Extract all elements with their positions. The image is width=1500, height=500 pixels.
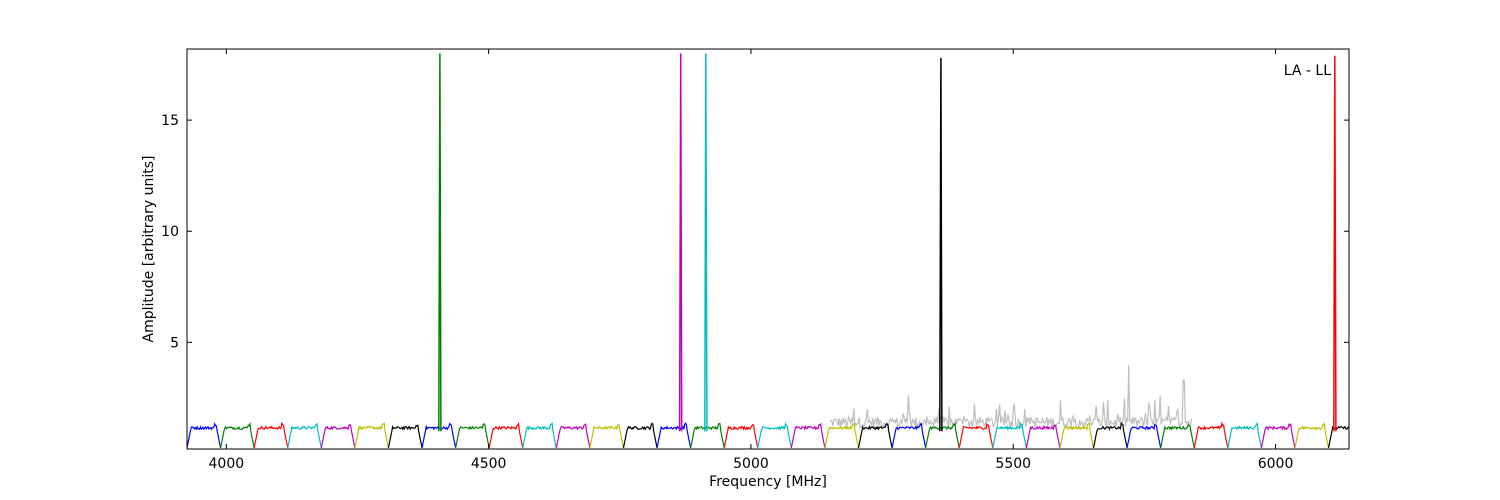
band-curve-26 (1059, 422, 1095, 449)
y-tick-label-2: 15 (161, 113, 179, 129)
x-tick-label-2: 5000 (733, 456, 769, 472)
band-curve-28 (1126, 423, 1162, 449)
band-curve-18 (790, 422, 826, 449)
band-curve-23 (958, 422, 994, 449)
band-curve-16 (723, 423, 759, 449)
band-curve-13 (622, 422, 658, 449)
band-curve-21 (891, 422, 927, 449)
x-axis-label: Frequency [MHz] (709, 474, 827, 490)
band-curve-6 (387, 424, 423, 449)
band-curve-17 (757, 421, 792, 449)
band-curve-25 (1025, 424, 1061, 449)
y-tick-label-1: 10 (161, 224, 179, 240)
plot-frame (186, 48, 1350, 450)
x-tick-label-4: 6000 (1258, 456, 1294, 472)
band-curve-5 (354, 422, 389, 449)
annotation-label: LA - LL (1284, 63, 1331, 79)
x-tick-label-0: 4000 (209, 456, 245, 472)
x-tick-label-1: 4500 (471, 456, 507, 472)
band-curve-2 (253, 421, 289, 449)
band-curve-19 (824, 422, 860, 449)
band-curve-11 (555, 423, 591, 449)
y-tick-label-0: 5 (170, 335, 179, 351)
band-curve-0 (187, 422, 222, 449)
x-tick-label-3: 5500 (995, 456, 1031, 472)
band-curve-14 (656, 422, 692, 449)
spike-4 (1333, 55, 1337, 432)
band-curve-29 (1160, 424, 1195, 449)
spike-0 (438, 53, 442, 432)
band-curve-31 (1227, 421, 1262, 449)
ticks-layer: 4000 4500 5000 5500 6000 5 10 15 (161, 49, 1349, 472)
band-curve-27 (1092, 421, 1128, 449)
band-curve-10 (522, 422, 557, 449)
band-curve-24 (992, 421, 1027, 449)
band-curve-4 (320, 423, 356, 449)
band-curve-12 (589, 423, 625, 449)
band-curve-33 (1294, 422, 1330, 449)
data-layer (187, 53, 1349, 449)
band-curve-3 (287, 422, 322, 449)
spike-3 (939, 57, 943, 432)
band-curve-9 (488, 421, 524, 449)
band-curve-1 (220, 421, 255, 449)
y-axis-label: Amplitude [arbitrary units] (141, 156, 157, 343)
band-curve-32 (1260, 422, 1296, 449)
band-curve-8 (455, 422, 490, 449)
band-curve-20 (857, 423, 893, 449)
background-series-line (829, 364, 1193, 430)
spike-2 (704, 53, 708, 432)
spike-1 (678, 53, 683, 432)
band-curve-30 (1193, 421, 1229, 449)
